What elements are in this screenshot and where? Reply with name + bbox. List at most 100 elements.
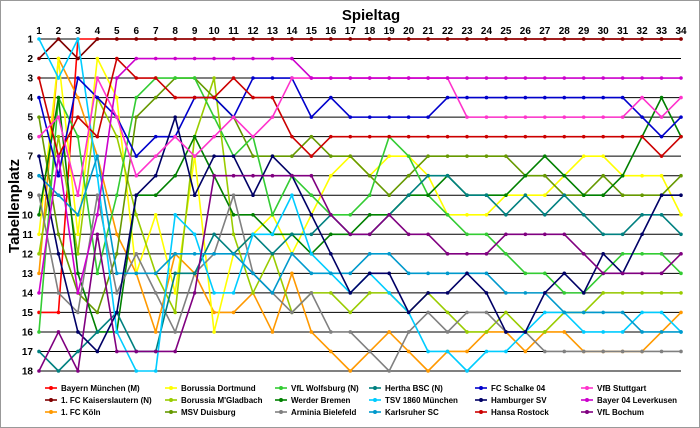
series-point: [251, 271, 255, 276]
series-point: [153, 56, 158, 61]
series-point: [95, 76, 100, 80]
legend-label: Karlsruher SC: [385, 408, 439, 417]
series-point: [504, 134, 508, 139]
series-point: [153, 154, 158, 158]
series-point: [562, 193, 567, 198]
series-point: [601, 291, 605, 295]
legend-label: MSV Duisburg: [181, 408, 236, 417]
series-point: [387, 252, 391, 256]
series-point: [251, 56, 255, 61]
series-point: [251, 37, 255, 41]
series-point: [56, 193, 61, 198]
series-point: [231, 115, 236, 119]
y-tick-12: 12: [22, 249, 34, 260]
legend-marker: [169, 410, 173, 414]
series-point: [640, 134, 644, 139]
series-point: [679, 349, 683, 354]
series-point: [620, 37, 625, 41]
series-point: [251, 173, 255, 178]
series-point: [56, 369, 61, 373]
series-point: [270, 252, 275, 256]
series-point: [309, 271, 314, 276]
series-point: [231, 193, 236, 198]
legend-label: VfL Wolfsburg (N): [291, 384, 359, 393]
series-point: [562, 37, 567, 41]
x-tick-23: 23: [461, 26, 473, 37]
series-point: [95, 193, 100, 198]
series-point: [445, 212, 450, 217]
series-point: [37, 212, 41, 217]
series-point: [212, 56, 216, 61]
series-point: [640, 232, 644, 237]
series-point: [76, 115, 80, 119]
series-point: [504, 349, 508, 354]
series-point: [679, 115, 683, 119]
series-point: [523, 76, 528, 80]
series-point: [95, 330, 100, 334]
series-point: [465, 252, 469, 256]
series-point: [562, 232, 567, 237]
series-point: [504, 76, 508, 80]
series-point: [659, 37, 664, 41]
series-point: [153, 349, 158, 354]
series-point: [95, 95, 100, 100]
series-point: [173, 56, 177, 61]
series-point: [620, 173, 625, 178]
series-point: [367, 193, 372, 198]
series-point: [115, 115, 119, 119]
series-point: [679, 193, 683, 198]
series-point: [387, 291, 391, 295]
series-point: [504, 291, 508, 295]
series-point: [115, 232, 119, 237]
x-tick-27: 27: [539, 26, 551, 37]
series-point: [309, 252, 314, 256]
x-tick-15: 15: [306, 26, 318, 37]
series-point: [290, 154, 294, 158]
series-point: [56, 95, 61, 100]
legend-marker: [373, 386, 377, 390]
series-point: [115, 330, 119, 334]
series-point: [445, 76, 450, 80]
series-point: [679, 134, 683, 139]
series-point: [581, 154, 586, 158]
legend-label: Hansa Rostock: [491, 408, 549, 417]
x-tick-14: 14: [286, 26, 298, 37]
series-point: [173, 252, 177, 256]
series-point: [231, 232, 236, 237]
series-line: [38, 116, 681, 353]
series-point: [290, 252, 294, 256]
y-tick-9: 9: [27, 191, 33, 202]
series-point: [115, 310, 119, 315]
series-point: [620, 95, 625, 100]
series-point: [95, 154, 100, 158]
series-point: [387, 271, 391, 276]
series-point: [270, 173, 275, 178]
series-point: [620, 330, 625, 334]
series-point: [56, 173, 61, 178]
series-point: [153, 95, 158, 100]
y-tick-17: 17: [22, 347, 34, 358]
series-point: [76, 330, 80, 334]
series-point: [640, 271, 644, 276]
series-point: [445, 173, 450, 178]
series-point: [562, 349, 567, 354]
series-point: [484, 330, 489, 334]
series-point: [270, 154, 275, 158]
series-point: [153, 271, 158, 276]
series-point: [348, 37, 353, 41]
series-point: [231, 252, 236, 256]
series-point: [270, 95, 275, 100]
series-point: [309, 232, 314, 237]
series-point: [406, 271, 411, 276]
series-point: [134, 252, 139, 256]
series-point: [601, 330, 605, 334]
series-point: [465, 232, 469, 237]
series-point: [212, 154, 216, 158]
series-point: [484, 271, 489, 276]
series-point: [406, 115, 411, 119]
series-point: [270, 232, 275, 237]
y-tick-5: 5: [27, 113, 33, 124]
y-tick-13: 13: [22, 269, 34, 280]
legend-marker: [585, 386, 589, 390]
